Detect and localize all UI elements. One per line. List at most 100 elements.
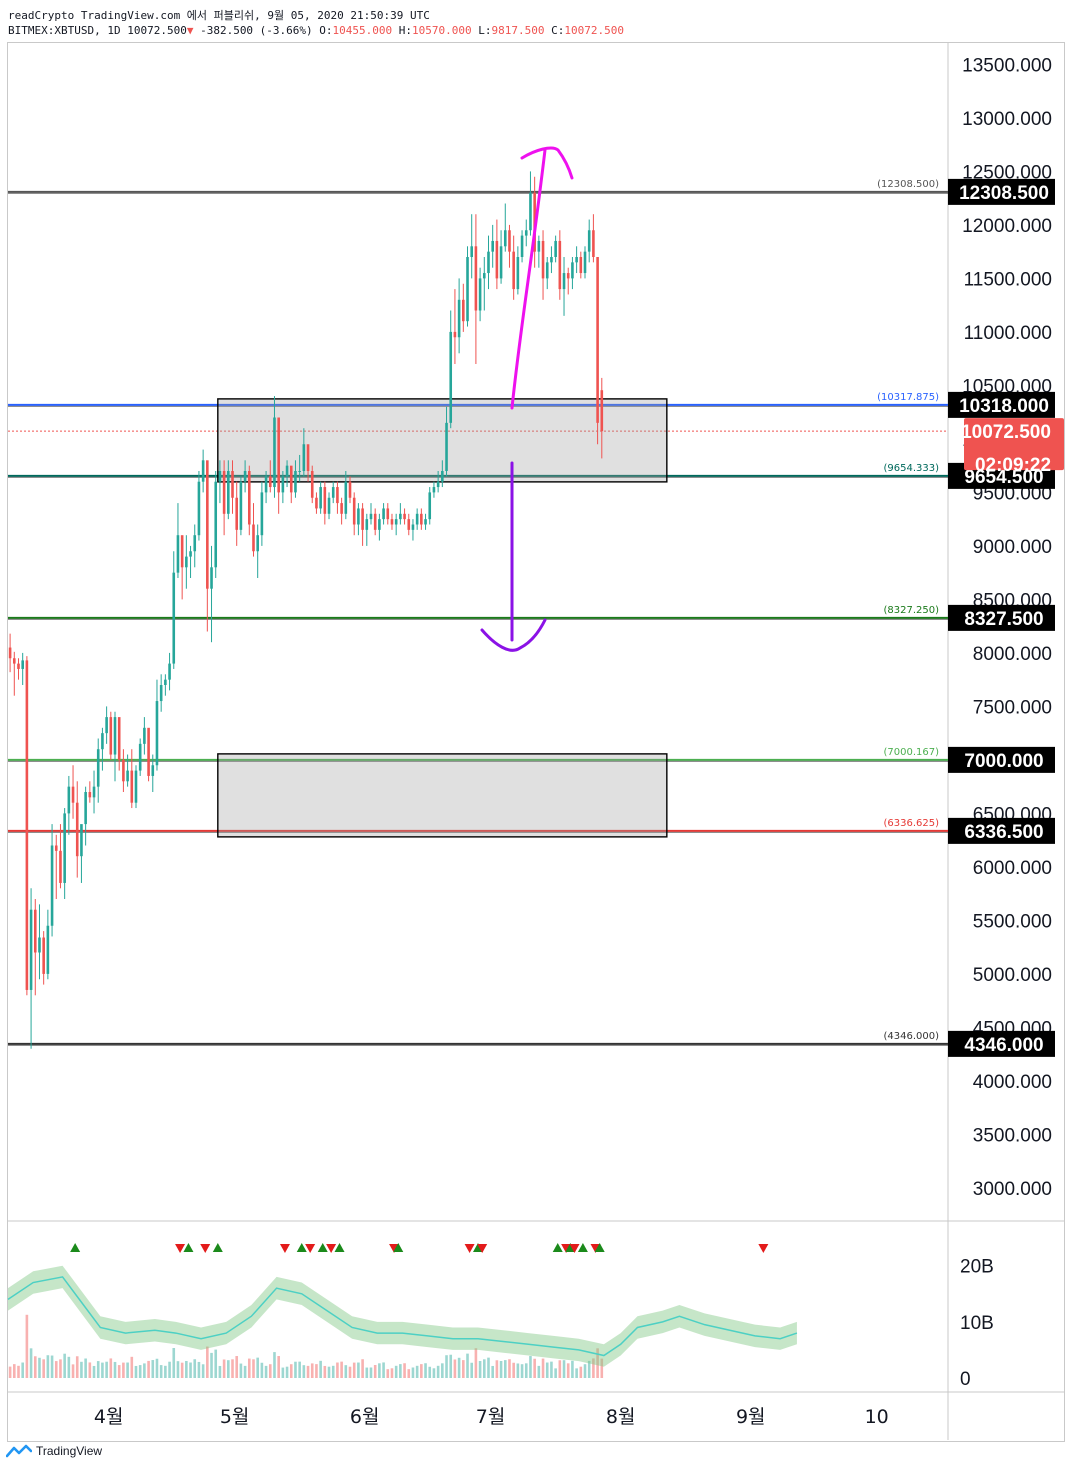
volume-bar	[143, 1363, 146, 1378]
candle-body	[386, 508, 390, 520]
up-arrow-annotation	[510, 146, 574, 410]
volume-axis-label: 10B	[960, 1313, 994, 1334]
volume-bar	[126, 1362, 129, 1378]
candle-body	[268, 476, 272, 488]
candle-body	[571, 262, 574, 279]
candle-body	[159, 685, 163, 702]
down-arrow-annotation	[480, 461, 547, 652]
volume-bar	[134, 1365, 138, 1378]
candle-body	[340, 503, 343, 514]
candle-body	[71, 786, 75, 803]
high-value: 10570.000	[412, 24, 472, 37]
candle-body	[101, 733, 104, 750]
signal-down-icon	[175, 1244, 186, 1253]
candle-body	[453, 331, 457, 338]
y-tick-label: 5500.000	[973, 911, 1052, 932]
candle-body	[42, 937, 45, 974]
volume-bar	[474, 1348, 478, 1378]
signal-down-icon	[326, 1244, 337, 1253]
volume-bar	[512, 1362, 515, 1378]
volume-axis-label: 20B	[960, 1257, 994, 1278]
level-price-label-bg	[948, 817, 1055, 844]
volume-bar	[336, 1362, 339, 1378]
volume-bar	[54, 1361, 58, 1378]
volume-bar	[323, 1365, 327, 1378]
candle-body	[558, 240, 562, 290]
volume-bar	[159, 1365, 163, 1378]
volume-bar	[432, 1368, 436, 1378]
candle-body	[470, 246, 474, 257]
volume-bar	[88, 1362, 92, 1378]
volume-bar	[462, 1360, 465, 1378]
signal-up-icon	[393, 1243, 404, 1252]
candle-body	[143, 727, 146, 744]
signal-down-icon	[569, 1244, 580, 1253]
candle-body	[428, 492, 432, 520]
volume-bar	[344, 1365, 348, 1378]
change-value: -382.500 (-3.66%)	[200, 24, 313, 37]
volume-bar	[453, 1359, 457, 1378]
candle-body	[302, 444, 306, 471]
volume-bar	[403, 1363, 406, 1378]
volume-bar	[96, 1361, 100, 1378]
candle-body	[587, 230, 591, 252]
level-price-label: 9654.500	[964, 467, 1043, 488]
candle-body	[21, 660, 24, 669]
volume-axis-label: 0	[960, 1369, 971, 1390]
candle-body	[436, 481, 440, 488]
level-note: (10317.875)	[877, 392, 939, 403]
candle-body	[323, 487, 327, 514]
volume-bar	[533, 1358, 536, 1378]
volume-bar	[50, 1355, 54, 1378]
volume-bar	[424, 1363, 427, 1378]
candle-body	[344, 481, 348, 514]
y-tick-label: 12500.000	[962, 162, 1052, 183]
volume-bar	[600, 1358, 604, 1378]
candle-body	[12, 658, 16, 664]
volume-bar	[587, 1360, 591, 1378]
volume-bar	[147, 1360, 150, 1378]
candle-body	[222, 471, 226, 514]
volume-bar	[357, 1362, 360, 1378]
candle-body	[592, 230, 595, 257]
candle-body	[214, 481, 218, 568]
level-note: (9654.333)	[883, 463, 939, 474]
x-tick-label: 10	[865, 1406, 889, 1428]
volume-bar	[21, 1362, 24, 1378]
candle-body	[218, 471, 222, 482]
candle-body	[399, 513, 402, 520]
candle-body	[67, 786, 71, 814]
volume-bar	[449, 1354, 453, 1378]
volume-bar	[571, 1360, 574, 1378]
candle-body	[138, 743, 142, 771]
volume-bar	[206, 1346, 209, 1378]
volume-bar	[399, 1364, 402, 1378]
volume-bar	[260, 1362, 264, 1378]
candle-body	[403, 513, 406, 520]
volume-bar	[176, 1361, 180, 1378]
candle-body	[164, 679, 167, 685]
volume-bar	[411, 1367, 415, 1378]
level-price-label: 6336.500	[964, 822, 1043, 843]
candle-body	[411, 524, 415, 530]
volume-bar	[247, 1358, 251, 1378]
volume-bar	[185, 1360, 188, 1378]
footer[interactable]: TradingView	[6, 1444, 102, 1458]
x-tick-label: 4월	[94, 1406, 124, 1428]
volume-bar	[33, 1356, 37, 1378]
signal-up-icon	[317, 1243, 328, 1252]
level-price-label: 4346.000	[964, 1035, 1043, 1056]
y-tick-label: 7500.000	[973, 697, 1052, 718]
candle-body	[331, 487, 335, 498]
candle-body	[235, 497, 239, 530]
signal-up-icon	[334, 1243, 345, 1252]
x-tick-label: 8월	[606, 1406, 636, 1428]
signal-down-icon	[477, 1244, 488, 1253]
candle-body	[151, 765, 155, 776]
candle-body	[596, 257, 599, 423]
y-tick-label: 4000.000	[973, 1072, 1052, 1093]
volume-bar	[319, 1360, 322, 1378]
signal-down-icon	[305, 1244, 316, 1253]
volume-bar	[545, 1362, 549, 1378]
